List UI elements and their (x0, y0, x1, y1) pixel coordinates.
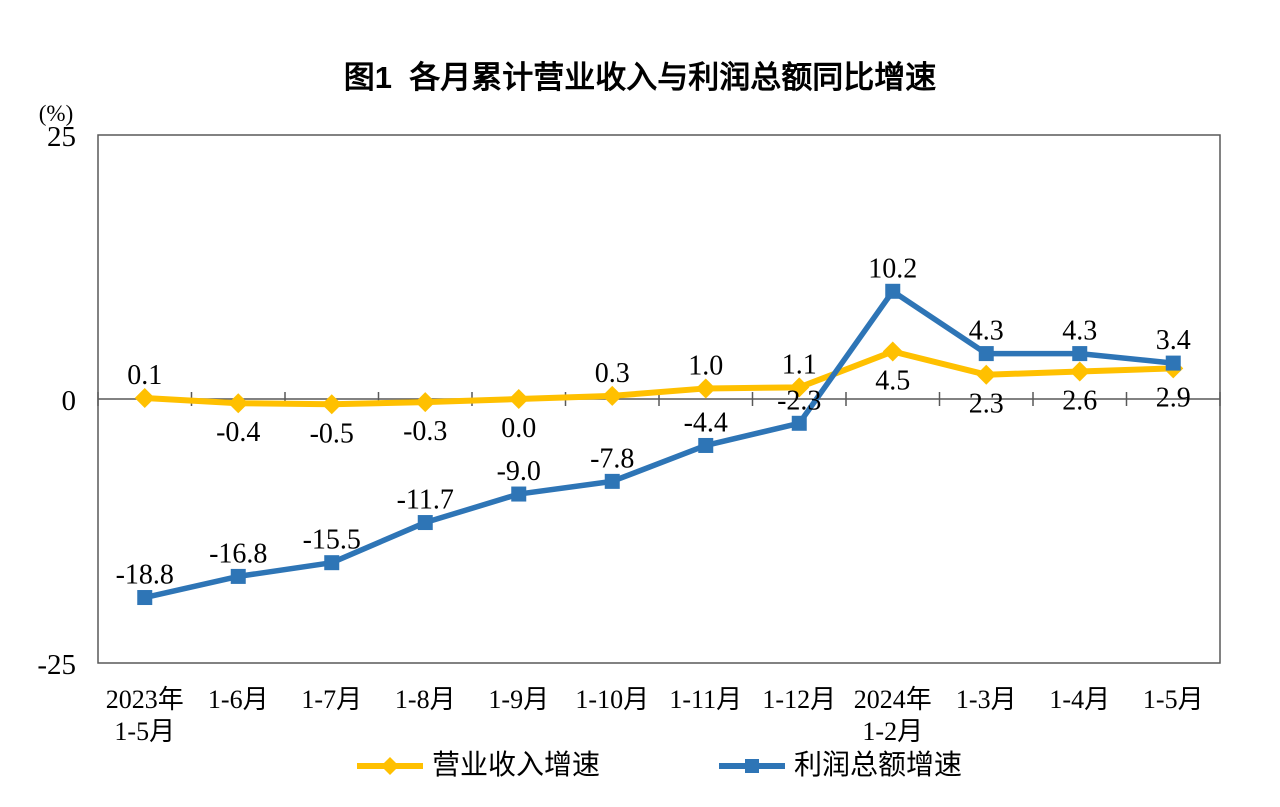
data-point-label: 4.3 (969, 316, 1004, 347)
x-axis-category-label: 1-6月 (208, 685, 269, 714)
data-point-label: 3.4 (1156, 325, 1191, 356)
legend-swatch-profit-square-icon (719, 759, 785, 773)
data-point-label: -9.0 (497, 456, 541, 487)
data-point-label: -7.8 (590, 443, 634, 474)
x-axis-category-label: 1-10月 (575, 685, 649, 714)
data-point-label: 4.5 (875, 365, 910, 396)
data-point-label: 2.3 (969, 389, 1004, 420)
data-point-label: -0.4 (216, 417, 260, 448)
data-point-marker-diamond (789, 377, 810, 398)
x-axis-category-label: 2024年 1-2月 (854, 685, 932, 746)
data-point-marker-square (978, 346, 994, 362)
data-point-marker-diamond (882, 341, 903, 362)
data-point-label: 1.1 (782, 349, 817, 380)
legend-label-revenue: 营业收入增速 (431, 750, 600, 781)
data-point-marker-diamond (602, 385, 623, 406)
x-axis-category-label: 1-4月 (1049, 685, 1110, 714)
data-point-marker-diamond (695, 378, 716, 399)
data-point-marker-square (511, 486, 527, 502)
data-point-label: -2.3 (777, 385, 821, 416)
data-point-marker-square (1165, 355, 1181, 371)
data-point-marker-square (417, 515, 433, 531)
data-point-label: 2.9 (1156, 382, 1191, 413)
data-point-marker-square (885, 283, 901, 299)
data-point-label: -4.4 (684, 407, 728, 438)
legend-marker (380, 757, 399, 775)
data-point-label: 0.1 (127, 360, 162, 391)
x-axis-category-label: 1-11月 (669, 685, 742, 714)
series-line-revenue (144, 348, 1174, 408)
data-point-marker-diamond (415, 392, 436, 413)
x-axis-category-label: 1-12月 (762, 685, 836, 714)
data-point-label: 1.0 (688, 350, 723, 381)
data-point-label: -16.8 (209, 538, 267, 569)
y-axis-tick-label: 25 (47, 121, 76, 153)
data-point-label: 0.3 (595, 358, 630, 389)
data-point-marker-diamond (508, 389, 529, 409)
legend-swatch-revenue-diamond-icon (356, 757, 423, 775)
x-axis-category-label: 1-3月 (956, 685, 1017, 714)
data-point-label: 10.2 (868, 253, 917, 284)
x-axis-category-label: 1-9月 (488, 685, 549, 714)
legend-item-revenue: 营业收入增速 (356, 752, 600, 780)
y-axis-unit-label: (%) (39, 101, 73, 126)
data-point-label: 4.3 (1062, 316, 1097, 347)
x-axis-category-label: 1-7月 (301, 685, 362, 714)
series-line-profit (144, 288, 1174, 601)
chart-title: 图1 各月累计营业收入与利润总额同比增速 (343, 60, 937, 95)
data-point-marker-diamond (321, 394, 342, 415)
data-point-marker-diamond (228, 393, 249, 414)
legend-label-profit: 利润总额增速 (794, 750, 963, 781)
data-point-label: -15.5 (303, 525, 361, 556)
data-point-marker-diamond (1069, 361, 1090, 382)
data-point-marker-square (791, 415, 807, 431)
legend-item-profit: 利润总额增速 (718, 752, 962, 780)
data-point-marker-diamond (976, 364, 997, 385)
data-point-marker-square (698, 437, 714, 453)
x-axis-category-label: 1-5月 (1143, 685, 1204, 714)
data-point-label: -11.7 (397, 485, 454, 516)
data-point-marker-square (324, 555, 340, 571)
data-point-marker-square (604, 473, 620, 489)
data-point-label: -0.3 (403, 416, 447, 447)
y-axis-tick-label: 0 (62, 385, 77, 417)
data-point-label: -0.5 (310, 418, 354, 449)
legend-marker (745, 759, 759, 773)
data-point-label: 2.6 (1062, 386, 1097, 417)
chart-legend: 营业收入增速 利润总额增速 (98, 752, 1220, 780)
data-point-label: 0.0 (501, 413, 536, 444)
data-point-label: -18.8 (116, 560, 174, 591)
x-axis-category-label: 2023年 1-5月 (106, 685, 184, 746)
data-point-marker-diamond (134, 387, 155, 408)
data-point-marker-square (230, 568, 246, 584)
x-axis-category-label: 1-8月 (395, 685, 456, 714)
data-point-marker-square (137, 590, 153, 606)
data-point-marker-square (1072, 346, 1088, 362)
y-axis-tick-label: -25 (37, 649, 76, 681)
